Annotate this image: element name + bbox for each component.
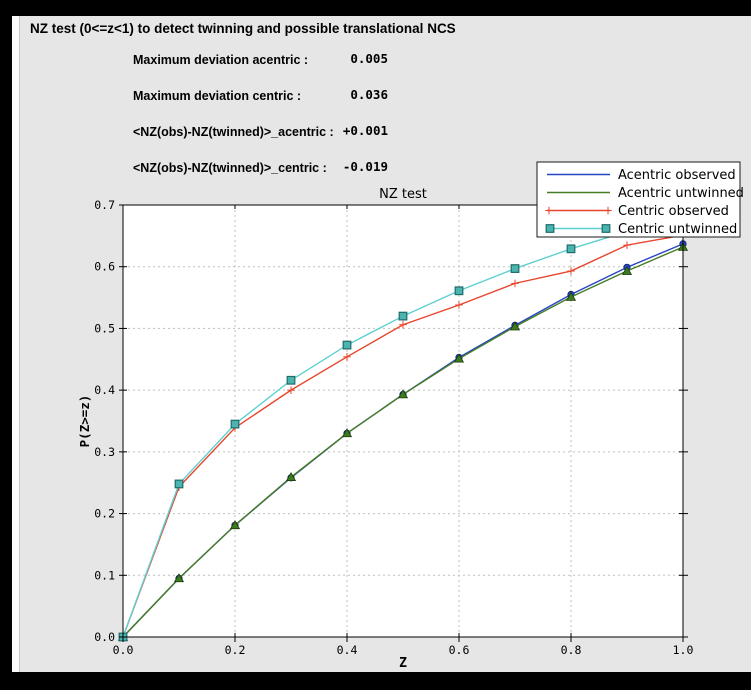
x-axis-label: Z bbox=[399, 656, 407, 671]
legend-label: Acentric observed bbox=[618, 168, 736, 183]
svg-text:1.0: 1.0 bbox=[673, 643, 694, 657]
axis-ticks bbox=[119, 204, 688, 642]
legend-label: Centric observed bbox=[618, 204, 729, 219]
tick-labels: 0.0 0.2 0.4 0.6 0.8 1.0 0.0 0.1 0.2 0.3 0.4 0.5 0.6 0… bbox=[94, 198, 693, 657]
stat-label: <NZ(obs)-NZ(twinned)>_acentric : bbox=[133, 125, 334, 139]
stat-label: <NZ(obs)-NZ(twinned)>_centric : bbox=[133, 161, 327, 175]
legend-label: Centric untwinned bbox=[618, 222, 737, 237]
stat-value: 0.036 bbox=[350, 87, 388, 102]
svg-text:0.4: 0.4 bbox=[94, 383, 115, 397]
plot-border bbox=[122, 204, 684, 638]
stat-label: Maximum deviation centric : bbox=[133, 89, 302, 103]
svg-text:0.2: 0.2 bbox=[94, 507, 115, 521]
svg-text:0.7: 0.7 bbox=[94, 198, 115, 212]
svg-text:0.0: 0.0 bbox=[113, 643, 134, 657]
stat-row-mean-diff-acentric: <NZ(obs)-NZ(twinned)>_acentric : +0.001 bbox=[133, 123, 413, 139]
legend: Acentric observed Acentric untwinned Centr… bbox=[536, 161, 744, 238]
stat-value: -0.019 bbox=[342, 159, 388, 174]
y-axis-label: P(Z>=z) bbox=[77, 395, 92, 448]
nz-chart: 0.0 0.2 0.4 0.6 0.8 1.0 0.0 0.1 0.2 0.3 0.4 0.5 0.6 0… bbox=[20, 16, 751, 672]
stat-row-max-dev-centric: Maximum deviation centric : 0.036 bbox=[133, 87, 413, 103]
stat-row-max-dev-acentric: Maximum deviation acentric : 0.005 bbox=[133, 51, 413, 67]
svg-text:0.8: 0.8 bbox=[561, 643, 582, 657]
svg-text:0.4: 0.4 bbox=[337, 643, 358, 657]
stat-row-mean-diff-centric: <NZ(obs)-NZ(twinned)>_centric : -0.019 bbox=[133, 159, 413, 175]
nz-test-panel: NZ test (0<=z<1) to detect twinning and … bbox=[20, 16, 751, 672]
nz-chart-svg: 0.0 0.2 0.4 0.6 0.8 1.0 0.0 0.1 0.2 0.3 0.4 0.5 0.6 0… bbox=[77, 161, 744, 671]
svg-text:0.0: 0.0 bbox=[94, 630, 115, 644]
svg-text:0.6: 0.6 bbox=[94, 260, 115, 274]
svg-text:0.5: 0.5 bbox=[94, 321, 115, 335]
svg-text:0.6: 0.6 bbox=[449, 643, 470, 657]
series-acentric-untwinned bbox=[117, 241, 689, 641]
svg-text:0.1: 0.1 bbox=[94, 568, 115, 582]
stat-label: Maximum deviation acentric : bbox=[133, 53, 309, 67]
chart-title: NZ test bbox=[379, 187, 427, 202]
scrollbar-track[interactable] bbox=[12, 16, 20, 672]
stat-value: +0.001 bbox=[342, 123, 388, 138]
legend-label: Acentric untwinned bbox=[618, 186, 744, 201]
plot-area bbox=[123, 205, 683, 637]
panel-title: NZ test (0<=z<1) to detect twinning and … bbox=[30, 21, 456, 36]
svg-text:0.3: 0.3 bbox=[94, 445, 115, 459]
svg-text:0.2: 0.2 bbox=[225, 643, 246, 657]
stat-value: 0.005 bbox=[350, 51, 388, 66]
